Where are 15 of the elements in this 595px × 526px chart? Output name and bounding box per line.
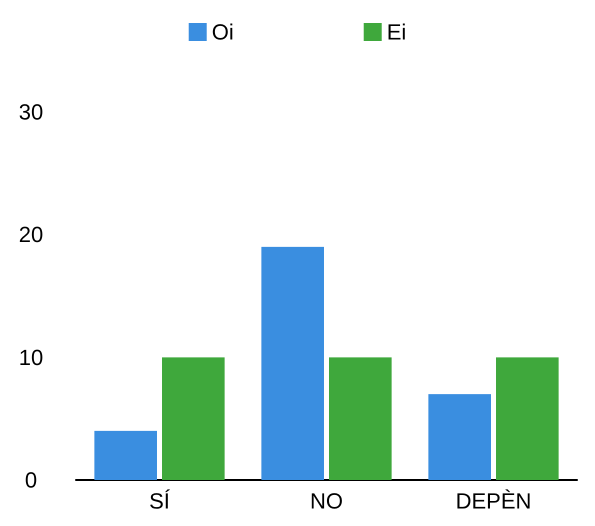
legend-label: Ei <box>386 20 406 44</box>
y-tick-label: 0 <box>24 468 38 492</box>
x-tick-label: DEPÈN <box>456 488 532 514</box>
x-tick-label: NO <box>310 488 343 514</box>
bar <box>496 357 559 480</box>
bar <box>428 394 491 480</box>
y-tick-label: 20 <box>18 222 44 248</box>
bar <box>329 357 392 480</box>
bar <box>94 430 157 480</box>
bar <box>261 246 324 480</box>
legend-label: Oi <box>212 20 234 44</box>
y-tick-label: 10 <box>18 344 44 370</box>
x-tick-label: SÍ <box>149 488 171 514</box>
y-tick-label: 30 <box>18 100 44 124</box>
bar <box>162 357 225 480</box>
